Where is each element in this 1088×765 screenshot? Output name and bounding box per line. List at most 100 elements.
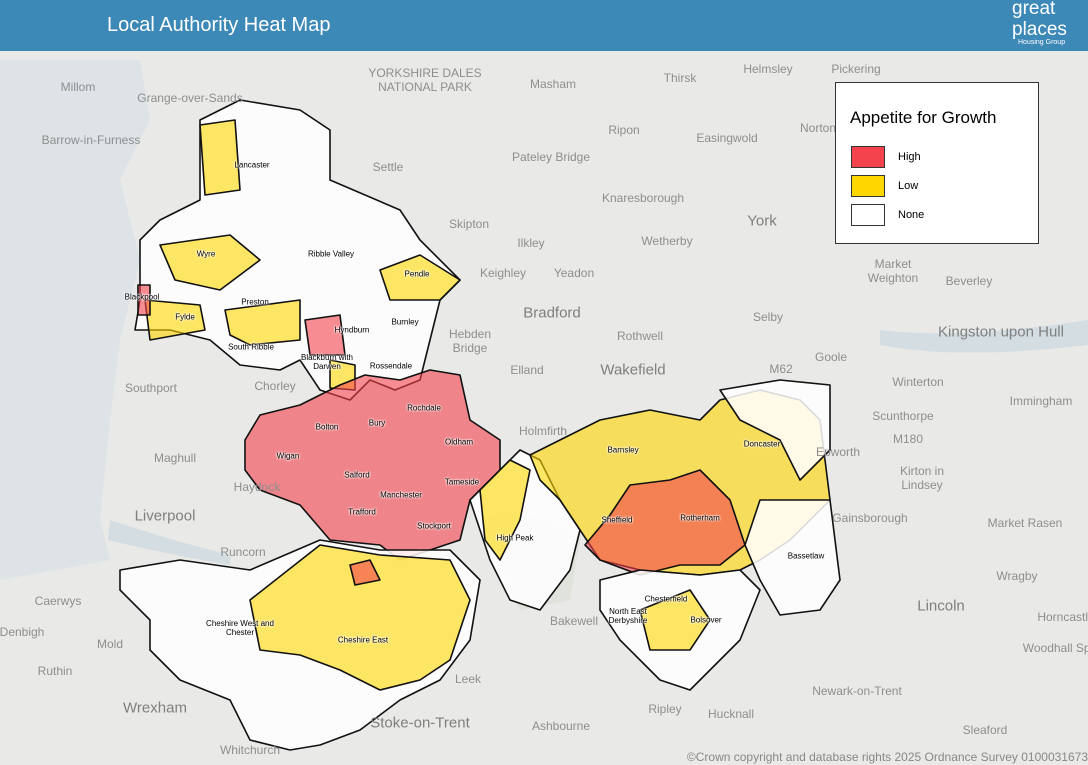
place-label: Ashbourne	[531, 719, 591, 733]
place-label: Beverley	[945, 274, 993, 288]
region	[639, 589, 711, 651]
place-label: Mold	[96, 637, 124, 651]
place-label: Hebden Bridge	[448, 327, 492, 355]
authority-label: Salford	[344, 470, 370, 480]
place-label: Runcorn	[220, 545, 266, 559]
estuary	[880, 320, 1088, 353]
region	[479, 459, 531, 561]
header: Local Authority Heat Map great places Ho…	[0, 0, 1088, 51]
authority-label: South Ribble	[228, 342, 274, 352]
region	[249, 544, 471, 691]
page-title: Local Authority Heat Map	[107, 14, 331, 36]
legend-swatch	[851, 146, 885, 168]
authority-label: Cheshire East	[337, 635, 389, 645]
place-label: Maghull	[153, 451, 197, 465]
authority-label: Rochdale	[407, 403, 441, 413]
authority-label: Tameside	[444, 477, 480, 487]
place-label: Caerwys	[34, 594, 82, 608]
place-label: Thirsk	[663, 71, 697, 85]
place-label: Rothwell	[616, 329, 664, 343]
authority-label: Pendle	[404, 269, 430, 279]
place-label: Skipton	[448, 217, 490, 231]
authority-label: Cheshire West and Chester	[206, 619, 274, 637]
place-label: YORKSHIRE DALES NATIONAL PARK	[368, 66, 482, 94]
place-label: Holmfirth	[518, 424, 568, 438]
estuary	[108, 520, 230, 565]
place-label: Woodhall Spa	[1022, 641, 1088, 655]
place-label: Market Weighton	[867, 257, 919, 285]
legend-swatch	[851, 204, 885, 226]
place-label: Pateley Bridge	[511, 150, 591, 164]
legend-swatch	[851, 175, 885, 197]
place-label: Wrexham	[123, 699, 187, 717]
place-label: M180	[892, 432, 924, 446]
place-label: Winterton	[892, 375, 944, 389]
place-label: Helmsley	[743, 62, 793, 76]
authority-label: Doncaster	[743, 439, 781, 449]
authority-label: Burnley	[391, 317, 419, 327]
place-label: Norton	[799, 121, 837, 135]
region	[137, 284, 151, 316]
place-label: Elland	[510, 363, 544, 377]
authority-label: Barnsley	[607, 445, 639, 455]
authority-label: Ribble Valley	[307, 249, 355, 259]
place-label: Newark-on-Trent	[812, 684, 902, 698]
region	[159, 234, 261, 291]
legend-label: None	[898, 209, 925, 221]
place-label: Market Rasen	[987, 516, 1063, 530]
place-label: Lincoln	[917, 597, 965, 615]
place-label: Epworth	[815, 445, 861, 459]
authority-label: North East Derbyshire	[608, 607, 648, 625]
legend-title: Appetite for Growth	[850, 108, 997, 127]
logo: great places	[1012, 0, 1067, 40]
place-label: Keighley	[479, 266, 527, 280]
region	[304, 314, 346, 356]
place-label: Selby	[752, 310, 784, 324]
place-label: Wetherby	[641, 234, 693, 248]
place-label: Pickering	[831, 62, 881, 76]
authority-label: High Peak	[496, 533, 534, 543]
place-label: Barrow-in-Furness	[41, 133, 141, 147]
place-label: Whitchurch	[219, 743, 281, 757]
place-label: Yeadon	[553, 266, 595, 280]
authority-label: Hyndburn	[334, 325, 370, 335]
region	[199, 119, 241, 196]
place-label: Liverpool	[134, 507, 196, 525]
place-label: Gainsborough	[832, 511, 908, 525]
place-label: Ruthin	[37, 664, 73, 678]
place-label: Wakefield	[600, 361, 666, 379]
place-label: Ripon	[608, 123, 640, 137]
place-label: Wragby	[996, 569, 1038, 583]
place-label: Settle	[372, 160, 404, 174]
place-label: Kirton in Lindsey	[899, 464, 945, 492]
authority-label: Bassetlaw	[787, 551, 825, 561]
authority-label: Chesterfield	[644, 594, 688, 604]
authority-label: Rotherham	[680, 513, 720, 523]
place-label: Knaresborough	[601, 191, 685, 205]
authority-label: Manchester	[380, 490, 422, 500]
authority-label: Sheffield	[601, 515, 633, 525]
authority-label: Blackpool	[124, 292, 160, 302]
authority-label: Trafford	[348, 507, 376, 517]
region	[719, 379, 831, 481]
place-label: Easingwold	[696, 131, 758, 145]
place-label: Kingston upon Hull	[938, 323, 1064, 341]
place-label: Stoke-on-Trent	[370, 714, 470, 732]
authority-label: Bolton	[315, 422, 339, 432]
place-label: Immingham	[1009, 394, 1073, 408]
place-label: Scunthorpe	[872, 409, 934, 423]
region	[244, 369, 501, 561]
place-label: Ripley	[648, 702, 682, 716]
place-label: Southport	[124, 381, 178, 395]
legend-label: Low	[898, 180, 919, 192]
place-label: Ilkley	[517, 236, 545, 250]
authority-label: Bury	[368, 418, 386, 428]
place-label: York	[747, 212, 777, 230]
authority-label: Lancaster	[234, 160, 270, 170]
authority-label: Bolsover	[690, 615, 722, 625]
authority-label: Fylde	[175, 312, 195, 322]
region	[349, 559, 381, 586]
place-label: Millom	[60, 80, 96, 94]
legend: Appetite for Growth High Low None	[835, 82, 1039, 244]
